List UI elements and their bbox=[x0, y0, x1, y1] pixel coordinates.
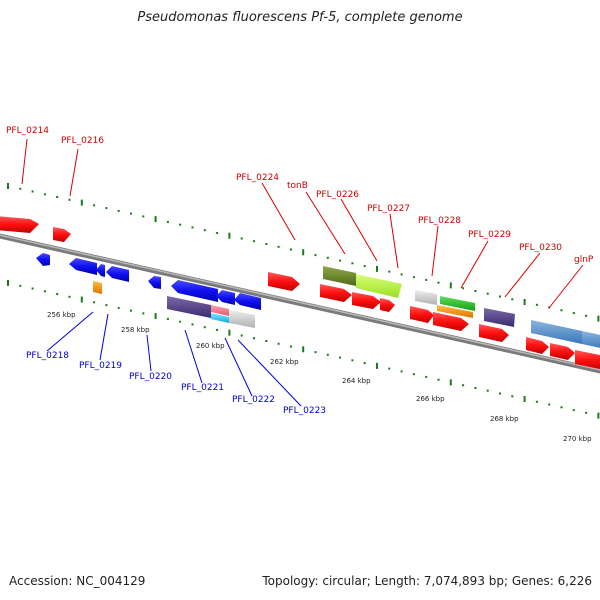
gene-feature[interactable] bbox=[582, 331, 600, 349]
gene-feature[interactable] bbox=[0, 216, 39, 233]
gene-feature[interactable] bbox=[216, 290, 235, 305]
gene-feature[interactable] bbox=[211, 313, 229, 323]
gene-feature[interactable] bbox=[575, 350, 600, 370]
upper-tick-track bbox=[7, 183, 600, 322]
gene-feature[interactable] bbox=[410, 306, 434, 323]
gene-feature[interactable] bbox=[167, 296, 211, 318]
gene-feature[interactable] bbox=[531, 320, 582, 344]
gene-label[interactable]: tonB bbox=[287, 181, 308, 191]
gene-feature[interactable] bbox=[323, 266, 356, 286]
gene-feature[interactable] bbox=[415, 290, 437, 305]
gene-feature[interactable] bbox=[356, 274, 402, 298]
gene-feature[interactable] bbox=[96, 264, 105, 277]
scale-label: 260 kbp bbox=[196, 342, 225, 350]
forward-genes bbox=[0, 216, 600, 370]
scale-label: 262 kbp bbox=[270, 358, 299, 366]
gene-feature[interactable] bbox=[320, 284, 352, 302]
genome-backbone bbox=[0, 233, 600, 374]
gene-label[interactable]: PFL_0224 bbox=[236, 173, 279, 183]
top-label-connectors bbox=[21, 138, 584, 309]
gene-label[interactable]: PFL_0226 bbox=[316, 190, 359, 200]
scale-label: 270 kbp bbox=[563, 435, 592, 443]
genome-info-label: Topology: circular; Length: 7,074,893 bp… bbox=[262, 574, 592, 588]
gene-feature[interactable] bbox=[440, 296, 475, 311]
gene-feature[interactable] bbox=[484, 308, 515, 327]
genome-backbone-highlight bbox=[0, 234, 600, 371]
gene-label[interactable]: PFL_0216 bbox=[61, 136, 104, 146]
bottom-label-connectors bbox=[46, 311, 302, 407]
gene-label[interactable]: glnP bbox=[574, 255, 594, 265]
gene-feature[interactable] bbox=[171, 280, 218, 302]
gene-feature[interactable] bbox=[437, 305, 473, 318]
gene-feature[interactable] bbox=[229, 310, 255, 328]
gene-feature[interactable] bbox=[53, 227, 71, 242]
scale-label: 268 kbp bbox=[490, 415, 519, 423]
gene-label[interactable]: PFL_0228 bbox=[418, 216, 461, 226]
gene-feature[interactable] bbox=[93, 281, 102, 294]
gene-label[interactable]: PFL_0219 bbox=[79, 361, 122, 371]
gene-label[interactable]: PFL_0229 bbox=[468, 230, 511, 240]
scale-label: 264 kbp bbox=[342, 377, 371, 385]
gene-feature[interactable] bbox=[36, 253, 50, 266]
gene-feature[interactable] bbox=[148, 276, 161, 289]
gene-feature[interactable] bbox=[234, 293, 261, 310]
accession-label: Accession: NC_004129 bbox=[9, 574, 146, 588]
gene-label[interactable]: PFL_0218 bbox=[26, 351, 69, 361]
gene-feature[interactable] bbox=[106, 266, 129, 282]
gene-feature[interactable] bbox=[526, 337, 549, 354]
gene-label[interactable]: PFL_0230 bbox=[519, 243, 562, 253]
scale-label: 256 kbp bbox=[47, 311, 76, 319]
genome-title: Pseudomonas fluorescens Pf-5, complete g… bbox=[137, 10, 463, 25]
gene-label[interactable]: PFL_0214 bbox=[6, 126, 49, 136]
gene-feature[interactable] bbox=[268, 272, 300, 291]
gene-label[interactable]: PFL_0223 bbox=[283, 406, 326, 416]
gene-feature[interactable] bbox=[352, 292, 381, 309]
gene-label[interactable]: PFL_0227 bbox=[367, 204, 410, 214]
gene-feature[interactable] bbox=[479, 324, 509, 342]
gene-feature[interactable] bbox=[550, 343, 575, 360]
gene-label[interactable]: PFL_0220 bbox=[129, 372, 172, 382]
gene-feature[interactable] bbox=[211, 305, 229, 316]
gene-label[interactable]: PFL_0222 bbox=[232, 395, 275, 405]
reverse-genes bbox=[36, 253, 261, 328]
lower-tick-track bbox=[7, 280, 600, 419]
gene-feature[interactable] bbox=[433, 312, 469, 331]
scale-label: 258 kbp bbox=[121, 326, 150, 334]
scale-label: 266 kbp bbox=[416, 395, 445, 403]
gene-label[interactable]: PFL_0221 bbox=[181, 383, 224, 393]
gene-feature[interactable] bbox=[69, 258, 97, 275]
gene-feature[interactable] bbox=[380, 298, 395, 312]
